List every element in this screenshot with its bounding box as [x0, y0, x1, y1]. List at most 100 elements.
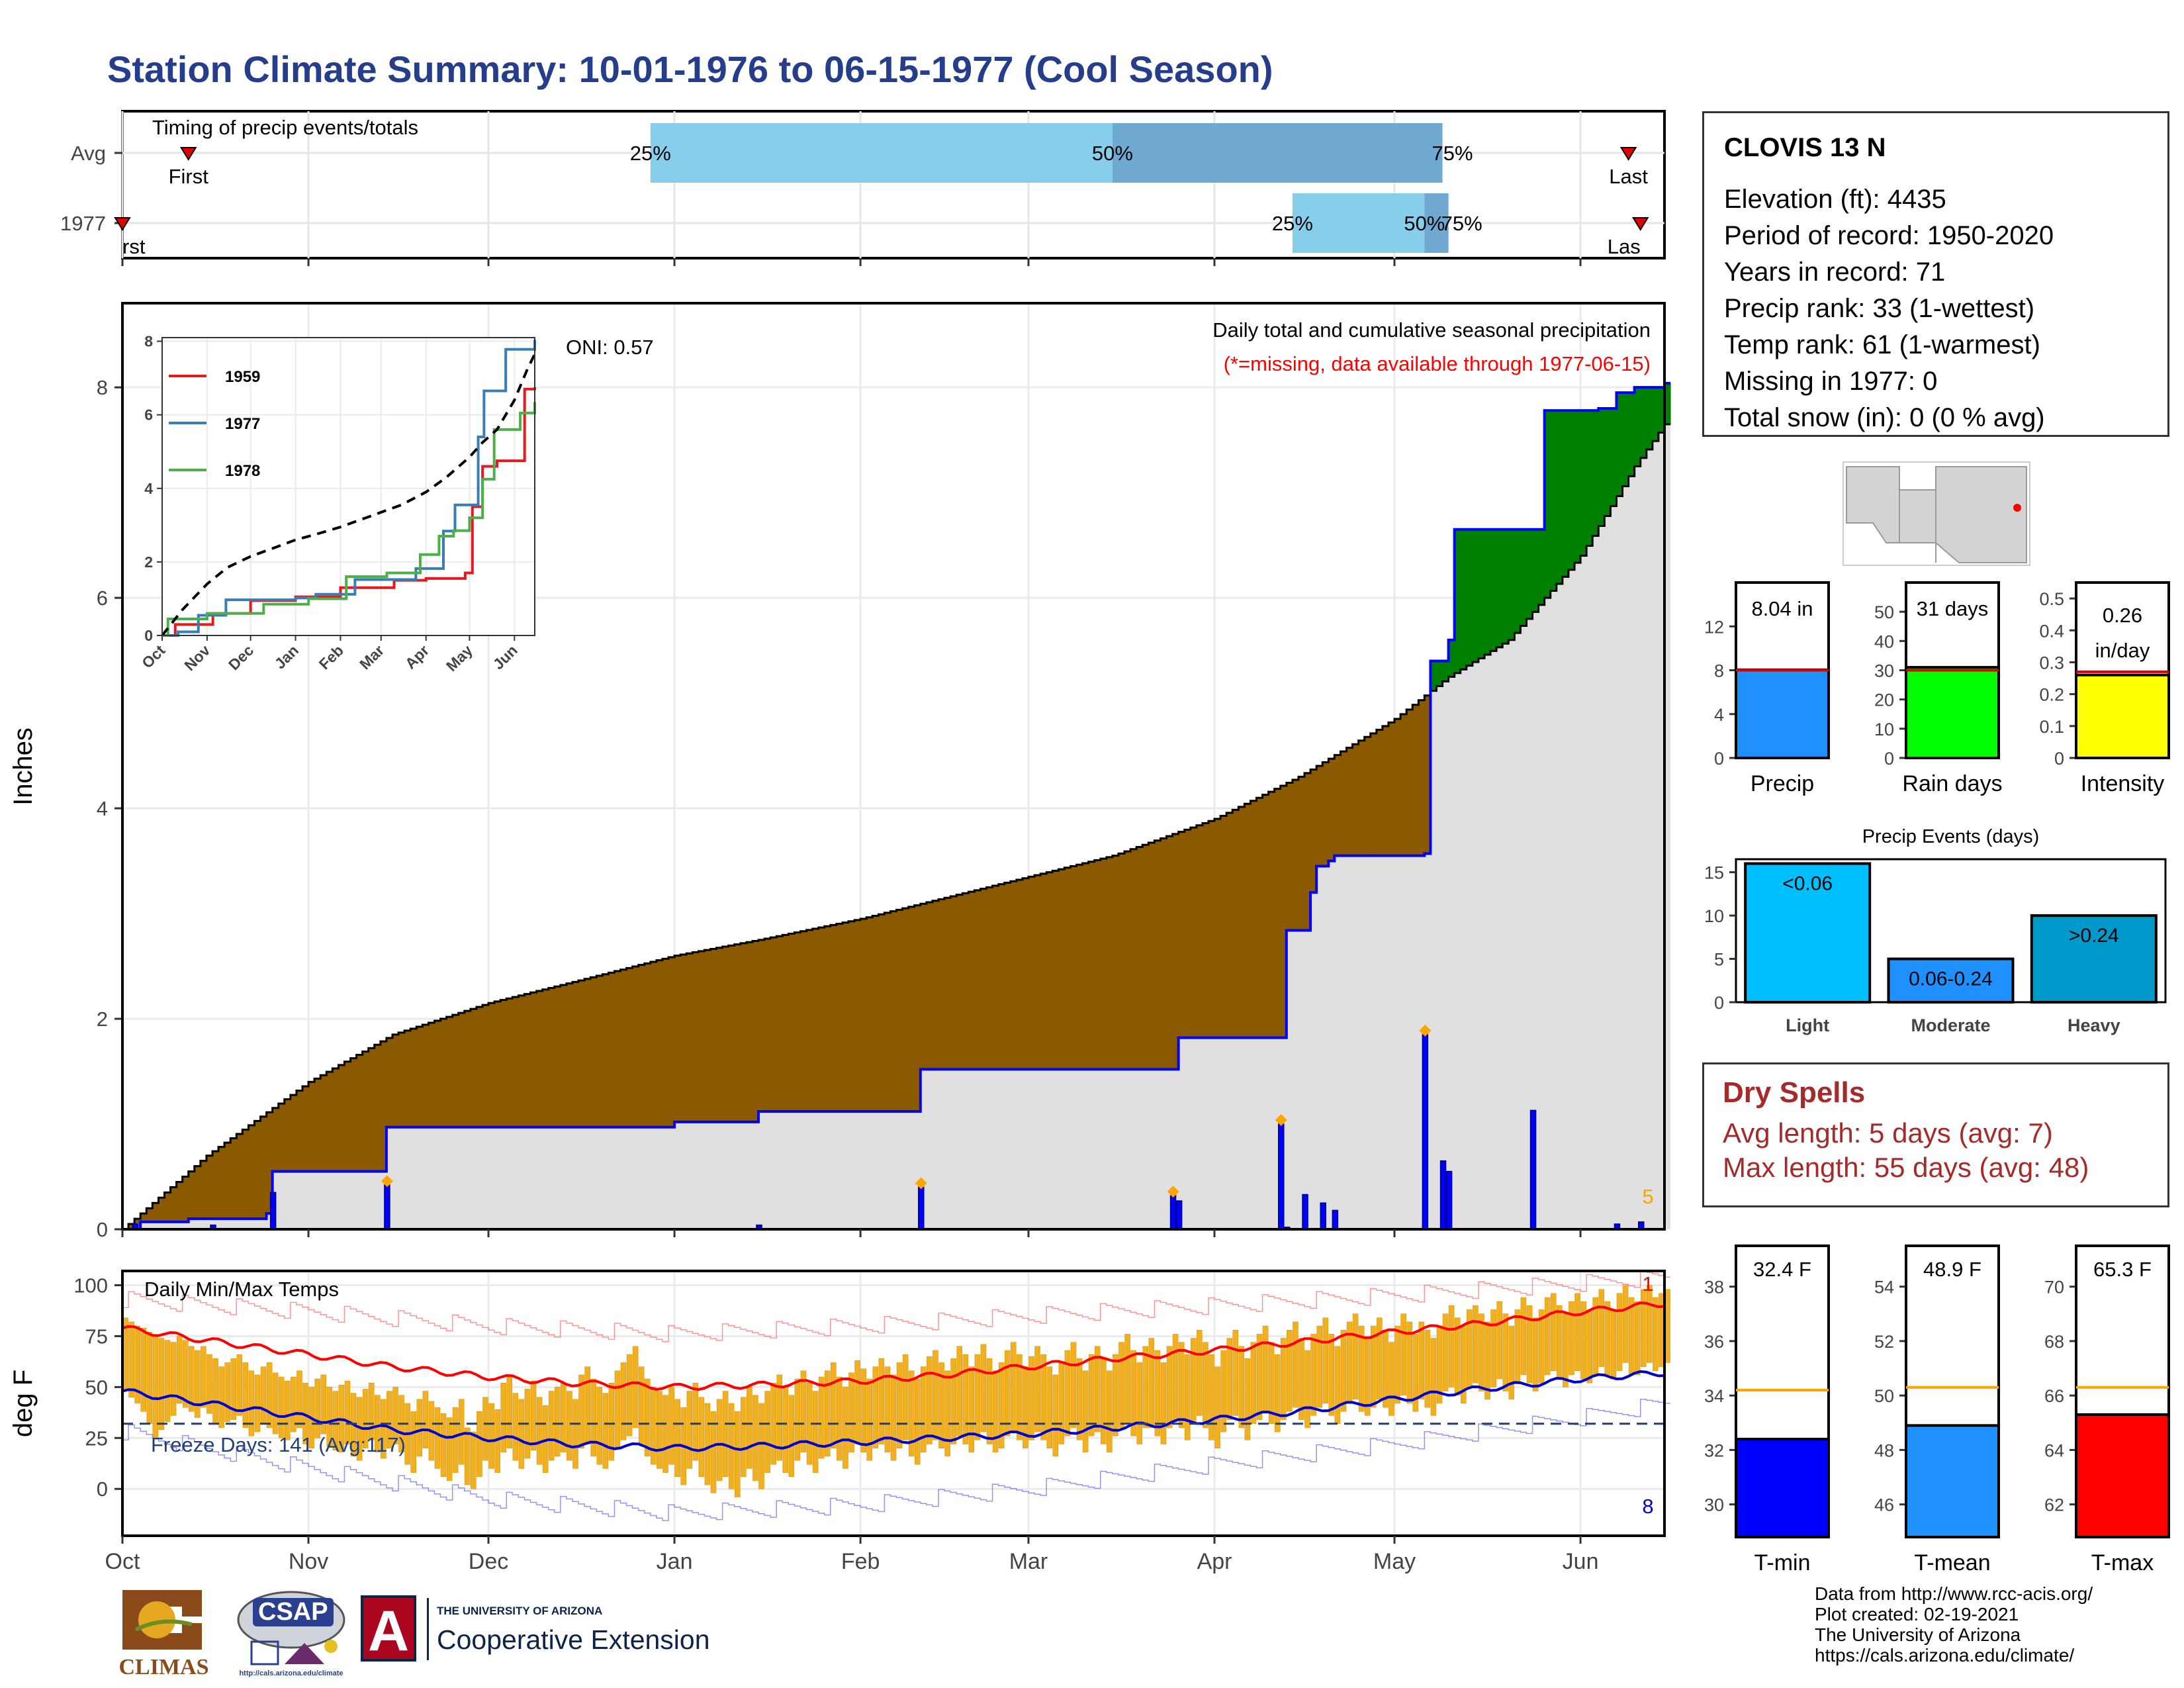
inset-y-tick-label: 0: [144, 627, 153, 644]
summary-rain-days-y-tick-label: 40: [1874, 632, 1894, 651]
timing-bar-q50-q75: [1112, 123, 1443, 183]
inset-background: [162, 338, 535, 635]
summary-intensity-y-tick-label: 0.2: [2039, 685, 2064, 705]
temp-daily-bar: [1184, 1354, 1191, 1440]
temp-daily-bar: [1040, 1354, 1046, 1440]
timing-first-marker: [179, 147, 197, 161]
temp-daily-bar: [572, 1399, 578, 1469]
temp-daily-bar: [602, 1393, 609, 1469]
temp-daily-bar: [1400, 1313, 1406, 1395]
temp-daily-bar: [758, 1403, 764, 1489]
temp-daily-bar: [1226, 1338, 1232, 1420]
temp-daily-bar: [1203, 1342, 1208, 1429]
inset-avg-line: [161, 353, 536, 637]
summary-value-text: 31 days: [1917, 597, 1989, 620]
credit-url: https://cals.arizona.edu/climate/: [1815, 1645, 2075, 1665]
station-precip-rank: Precip rank: 33 (1-wettest): [1724, 294, 2035, 323]
temp-daily-bar: [1424, 1329, 1431, 1408]
temp-y-tick-label: 100: [73, 1274, 108, 1297]
summary-rain-days-y-tick-label: 0: [1884, 749, 1894, 769]
temp-daily-bar: [434, 1407, 441, 1469]
temp-daily-bar: [962, 1354, 969, 1444]
temp-daily-bar: [1580, 1301, 1586, 1380]
credit-university: The University of Arizona: [1815, 1624, 2021, 1645]
summary-precip-y-tick-label: 12: [1704, 617, 1724, 637]
temp-frame: [121, 1270, 1666, 1537]
precip-1977-cumulative-line: [122, 381, 1671, 1231]
station-missing: Missing in 1977: 0: [1724, 367, 1938, 396]
temp-daily-bar: [854, 1360, 860, 1444]
inset-legend-label: 1977: [225, 415, 260, 433]
temp-daily-bar: [158, 1338, 165, 1430]
precip-daily-bar: [1445, 1170, 1453, 1230]
precip-record-marker: [1419, 1024, 1432, 1037]
temp-daily-bar: [1113, 1354, 1118, 1436]
summary-intensity-y-tick-label: 0.1: [2039, 717, 2064, 737]
temp-daily-bar: [1011, 1342, 1017, 1432]
temp-x-tick-label: Feb: [841, 1549, 880, 1574]
station-snow: Total snow (in): 0 (0 % avg): [1724, 403, 2045, 432]
temp-daily-bar: [1262, 1325, 1269, 1412]
precip-daily-bar: [1529, 1109, 1537, 1230]
temp-daily-bar: [1628, 1297, 1635, 1376]
temp-daily-bar: [1142, 1346, 1149, 1429]
temp-daily-bar: [1052, 1374, 1059, 1457]
temp-daily-bar: [908, 1370, 915, 1457]
temp-daily-bar: [1598, 1289, 1605, 1367]
temp-daily-bar: [176, 1336, 183, 1404]
inset-series-line: [162, 402, 536, 637]
temp-daily-bar: [1136, 1362, 1142, 1444]
events-y-tick-label: 0: [1714, 993, 1724, 1013]
precip-missing-note: (*=missing, data available through 1977-…: [1224, 352, 1651, 375]
temp-daily-bar: [596, 1387, 603, 1465]
temp-summary-t-min-y-tick-label: 30: [1704, 1495, 1724, 1515]
precip-frame: [121, 302, 1666, 1231]
csap-url: http://cals.arizona.edu/climate: [239, 1669, 343, 1677]
timing-row-label: Avg: [71, 142, 106, 165]
summary-intensity-y-tick-label: 0.3: [2039, 653, 2064, 673]
temp-daily-bar: [956, 1346, 963, 1436]
temp-daily-bar: [458, 1399, 465, 1465]
precip-daily-bar: [1422, 1034, 1429, 1230]
temp-daily-bar: [368, 1382, 375, 1440]
temp-daily-bar: [674, 1399, 680, 1477]
timing-bar-q25-q50: [650, 123, 1113, 183]
temp-daily-bar: [812, 1391, 819, 1473]
temp-daily-bar: [446, 1417, 453, 1481]
temp-daily-bar: [1377, 1317, 1383, 1400]
climas-logo: CLIMAS: [109, 1583, 218, 1683]
temp-daily-bar: [1070, 1342, 1077, 1429]
temp-daily-bar: [770, 1382, 776, 1465]
timing-first-label: rst: [122, 235, 146, 258]
ua-small-text: THE UNIVERSITY OF ARIZONA: [437, 1605, 603, 1617]
temp-summary-t-min-y-tick-label: 36: [1704, 1332, 1724, 1352]
summary-rain-days-label: Rain days: [1902, 771, 2002, 796]
temp-daily-bar: [128, 1321, 134, 1398]
temp-summary-value-text: 32.4 F: [1753, 1258, 1811, 1281]
temp-x-tick-label: Jan: [657, 1549, 693, 1574]
summary-value-unit: in/day: [2095, 639, 2150, 662]
ua-extension-logo: A THE UNIVERSITY OF ARIZONA Cooperative …: [361, 1595, 758, 1668]
temp-daily-bar: [734, 1411, 741, 1497]
summary-precip-y-tick-label: 4: [1714, 705, 1724, 725]
timing-q50-label: 50%: [1092, 142, 1133, 165]
precip-oni: ONI: 0.57: [566, 336, 654, 359]
temp-daily-bar: [1118, 1342, 1124, 1429]
station-temp-rank: Temp rank: 61 (1-warmest): [1724, 330, 2040, 359]
timing-first-label: First: [169, 165, 209, 188]
temp-x-tick-label: Jun: [1563, 1549, 1599, 1574]
temp-daily-bar: [1046, 1366, 1053, 1448]
temp-daily-bar: [1178, 1342, 1185, 1429]
temp-daily-bar: [1526, 1305, 1533, 1383]
summary-intensity-y-tick-label: 0.4: [2039, 621, 2064, 641]
temp-daily-bar: [1610, 1309, 1617, 1380]
temp-summary-t-min-y-tick-label: 32: [1704, 1440, 1724, 1460]
temp-daily-bar: [645, 1378, 651, 1457]
temp-daily-bar: [1622, 1285, 1629, 1363]
temp-daily-bar: [1653, 1297, 1659, 1372]
temp-daily-bar: [722, 1391, 729, 1477]
temp-x-tick-label: Nov: [289, 1549, 328, 1574]
temp-daily-bar: [716, 1399, 723, 1481]
temp-daily-bar: [212, 1358, 218, 1425]
temp-freeze-text: Freeze Days: 141 (Avg:117): [151, 1433, 406, 1456]
